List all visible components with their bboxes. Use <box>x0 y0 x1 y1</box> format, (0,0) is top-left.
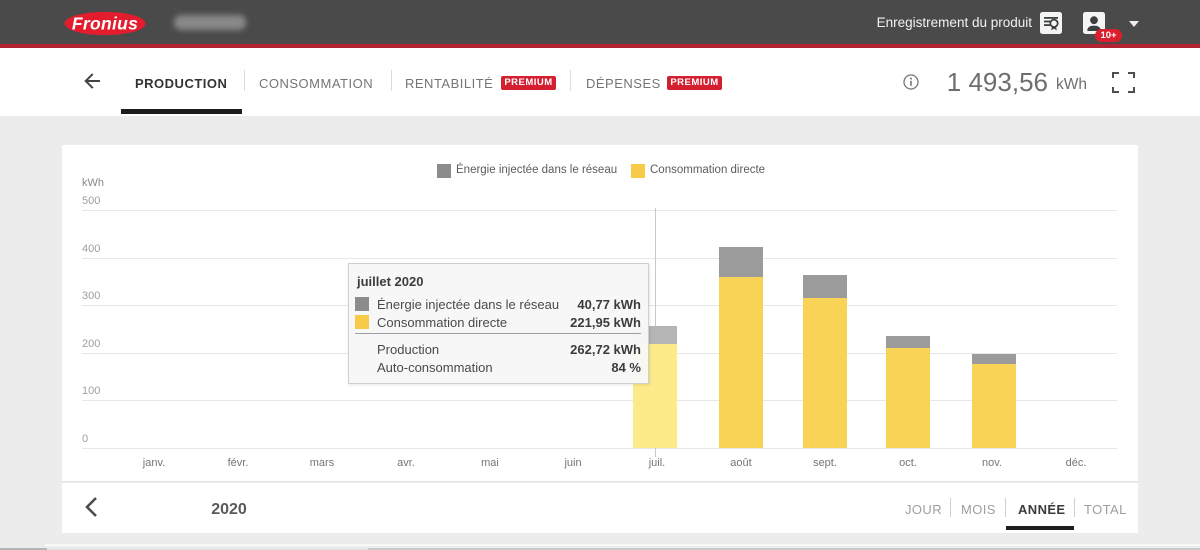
svg-text:Fronius: Fronius <box>72 14 138 34</box>
